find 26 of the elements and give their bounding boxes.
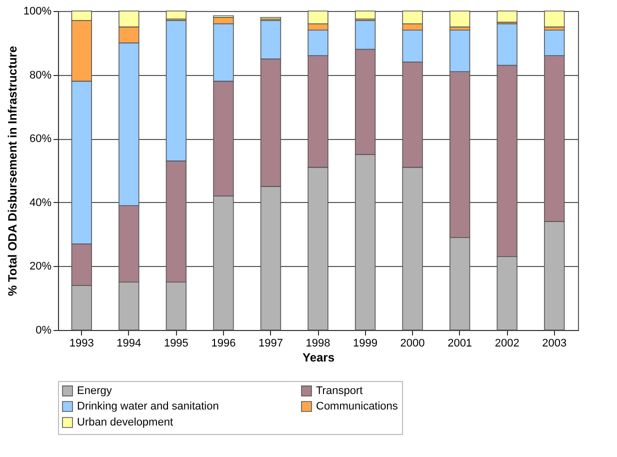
y-tick-label: 40% <box>29 196 52 209</box>
x-tick-label: 1995 <box>164 338 188 350</box>
y-axis-title: % Total ODA Disbursement in Infrastructure <box>5 46 20 296</box>
legend-label: Transport <box>316 384 363 397</box>
legend-label: Communications <box>316 400 398 412</box>
y-tick-label: 80% <box>29 69 52 82</box>
x-tick-label: 1993 <box>69 338 94 350</box>
x-tick-label: 1997 <box>258 338 283 350</box>
bar <box>544 10 565 28</box>
y-tick-label: 0% <box>36 324 52 336</box>
y-tick-label: 60% <box>29 133 52 146</box>
y-tick-label: 100% <box>23 6 52 18</box>
x-tick-label: 2003 <box>542 338 567 350</box>
x-tick-label: 1994 <box>116 338 142 350</box>
y-tick-label: 20% <box>29 260 52 273</box>
legend-label: Energy <box>77 384 112 397</box>
x-tick-label: 2002 <box>494 338 520 350</box>
x-tick-label: 1996 <box>211 338 236 350</box>
x-axis-title: Years <box>302 350 335 364</box>
x-tick-label: 1998 <box>306 338 330 350</box>
x-tick-label: 1999 <box>353 338 378 350</box>
bar <box>449 10 470 28</box>
x-tick-label: 2001 <box>448 338 472 350</box>
x-tick-label: 2000 <box>400 338 425 350</box>
legend-label: Urban development <box>77 416 174 428</box>
legend-label: Drinking water and sanitation <box>77 400 219 412</box>
